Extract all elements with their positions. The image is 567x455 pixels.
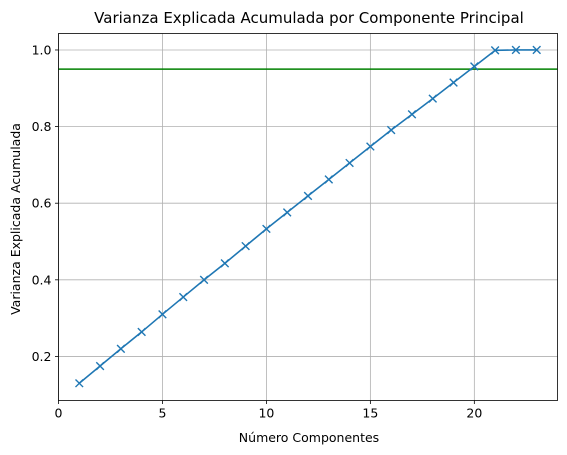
data-point-marker (241, 241, 250, 251)
data-point-marker (470, 62, 479, 71)
data-point-marker (199, 275, 209, 285)
data-point-marker (324, 175, 334, 184)
data-point-marker (449, 78, 458, 87)
tick-group: 0 5 10 15 20 0.2 0.4 0.6 0.8 1.0 (32, 42, 483, 420)
data-point-marker (490, 46, 500, 55)
x-tick-label: 0 (55, 406, 63, 421)
x-tick-label: 15 (362, 406, 378, 421)
data-point-marker (282, 208, 292, 217)
y-tick-label: 0.2 (32, 349, 52, 364)
data-point-marker (345, 158, 354, 168)
data-point-marker (303, 191, 313, 201)
data-point-marker (532, 45, 542, 55)
data-point-marker (386, 125, 396, 135)
chart-title: Varianza Explicada Acumulada por Compone… (94, 9, 524, 27)
data-point-marker (407, 110, 417, 119)
plot-frame (58, 33, 558, 401)
y-tick-label: 1.0 (32, 42, 52, 57)
data-point-marker (158, 310, 167, 319)
x-tick-label: 20 (466, 406, 482, 421)
data-point-marker (428, 94, 438, 103)
y-tick-label: 0.6 (32, 196, 52, 211)
data-point-marker (366, 142, 375, 151)
series-group (74, 45, 542, 388)
data-point-marker (95, 361, 105, 371)
x-tick-label: 10 (258, 406, 274, 421)
data-point-marker (220, 259, 230, 268)
data-point-marker (262, 224, 271, 234)
y-tick-label: 0.8 (32, 119, 52, 134)
grid-lines (58, 33, 558, 401)
data-point-marker (511, 45, 521, 55)
data-point-marker (137, 327, 146, 337)
axes-frame (58, 33, 558, 401)
y-tick-label: 0.4 (32, 272, 52, 287)
y-axis-label: Varianza Explicada Acumulada (8, 123, 23, 315)
x-axis-label: Número Componentes (239, 430, 379, 445)
data-point-marker (178, 292, 188, 302)
data-point-marker (74, 378, 84, 388)
data-point-marker (116, 344, 126, 354)
x-tick-label: 5 (158, 406, 166, 421)
